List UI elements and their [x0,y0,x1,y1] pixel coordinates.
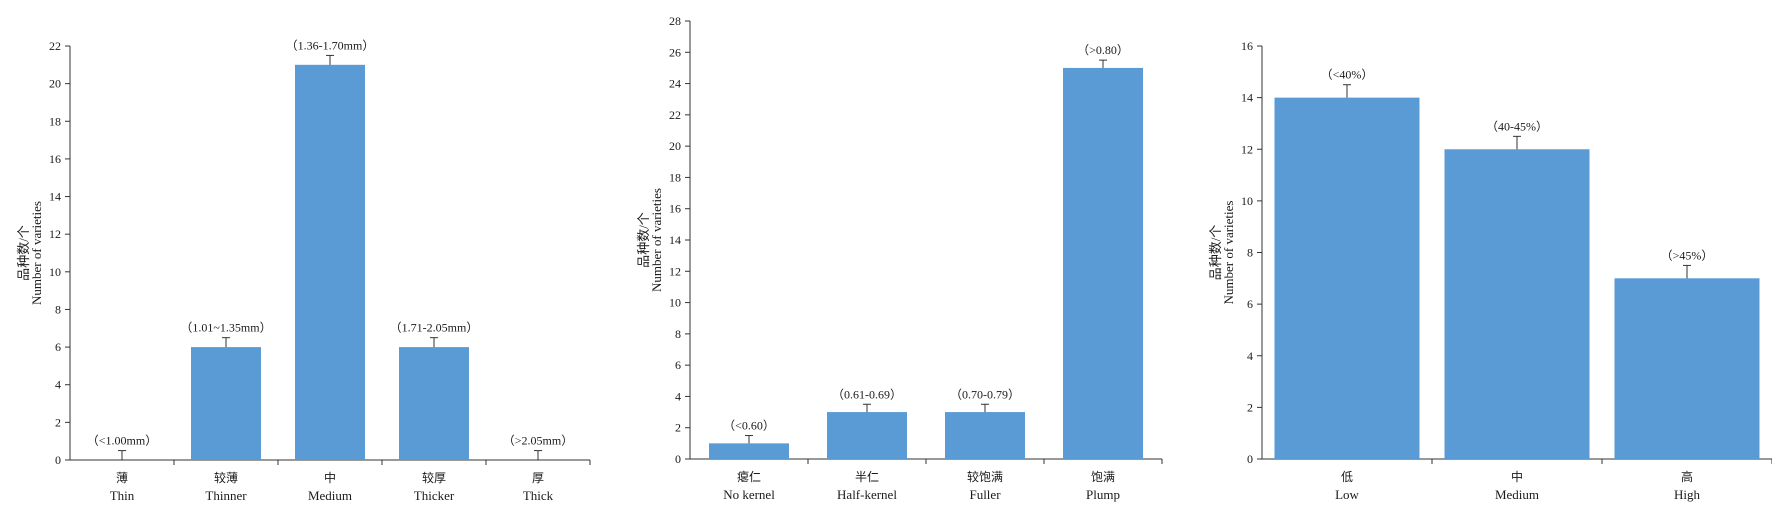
data-label: （>2.05mm） [503,434,573,448]
y-tick-label: 8 [675,327,681,341]
data-label: （>0.80） [1077,43,1129,57]
y-tick-label: 16 [669,202,681,216]
x-category-label-en: High [1674,487,1701,502]
y-tick-label: 18 [669,170,681,184]
y-tick-label: 26 [669,45,681,59]
bar [1063,67,1143,459]
bar [827,412,907,459]
bar [945,412,1025,459]
data-label: （<0.60） [723,419,775,433]
data-label: （0.61-0.69） [832,387,902,401]
x-category-label-en: Thinner [205,488,247,503]
y-tick-label: 12 [49,227,61,241]
y-tick-label: 8 [55,302,61,316]
x-category-label-cn: 瘪仁 [737,469,761,484]
data-label: （<1.00mm） [87,434,157,448]
x-category-label-en: Fuller [969,487,1001,502]
y-tick-label: 16 [49,152,61,166]
y-axis-title-en: Number of varieties [1221,201,1236,305]
data-label: （1.36-1.70mm） [286,38,375,52]
y-axis-title-en: Number of varieties [29,201,44,305]
y-tick-label: 24 [669,77,681,91]
data-label: （0.70-0.79） [950,387,1020,401]
x-category-label-cn: 饱满 [1091,469,1115,484]
x-category-label-cn: 高 [1681,469,1693,484]
bar [295,64,365,461]
x-category-label-en: Thick [523,488,554,503]
bar [1444,149,1590,459]
y-tick-label: 12 [1241,142,1253,156]
data-label: （1.01~1.35mm） [180,321,271,335]
bar [1614,278,1760,459]
data-label: （40-45%） [1486,119,1548,133]
y-tick-label: 16 [1241,39,1253,53]
y-tick-label: 2 [55,415,61,429]
y-tick-label: 10 [49,265,61,279]
bar [709,443,789,459]
x-category-label-cn: 低 [1341,470,1353,484]
y-tick-label: 10 [669,296,681,310]
x-category-label-cn: 厚 [532,471,544,485]
y-tick-label: 22 [49,39,61,53]
bar [1274,97,1420,459]
y-tick-label: 14 [49,190,61,204]
x-category-label-cn: 薄 [116,470,128,485]
y-tick-label: 6 [55,340,61,354]
x-category-label-cn: 中 [324,470,336,485]
x-category-label-en: Low [1335,487,1359,502]
data-label: （1.71-2.05mm） [390,321,479,335]
y-tick-label: 18 [49,114,61,128]
y-tick-label: 2 [1247,400,1253,414]
x-category-label-cn: 半仁 [855,470,879,484]
y-tick-label: 0 [55,453,61,467]
y-tick-label: 12 [669,264,681,278]
data-label: （>45%） [1661,248,1714,262]
y-tick-label: 20 [669,139,681,153]
y-axis-title-cn: 品种数/个 [636,212,651,268]
y-tick-label: 4 [55,378,61,392]
y-tick-label: 2 [675,421,681,435]
y-tick-label: 6 [675,358,681,372]
y-tick-label: 10 [1241,194,1253,208]
bar [399,347,469,460]
x-category-label-en: Plump [1086,487,1120,502]
y-tick-label: 20 [49,77,61,91]
x-category-label-en: No kernel [723,487,775,502]
y-tick-label: 4 [675,389,681,403]
x-category-label-cn: 中 [1511,469,1523,484]
y-tick-label: 14 [669,233,681,247]
y-axis-title-cn: 品种数/个 [1208,225,1223,281]
x-category-label-en: Half-kernel [837,487,897,502]
y-tick-label: 0 [1247,452,1253,466]
y-tick-label: 6 [1247,297,1253,311]
y-tick-label: 22 [669,108,681,122]
bar [191,347,261,460]
x-category-label-en: Medium [1495,487,1539,502]
data-label: （<40%） [1321,68,1374,82]
x-category-label-cn: 较饱满 [967,469,1003,484]
x-category-label-en: Medium [308,488,352,503]
x-category-label-en: Thin [110,488,135,503]
y-tick-label: 14 [1241,91,1253,105]
x-category-label-en: Thicker [414,488,455,503]
y-axis-title-en: Number of varieties [649,188,664,292]
x-category-label-cn: 较薄 [214,470,238,485]
y-tick-label: 0 [675,452,681,466]
y-axis-title-cn: 品种数/个 [16,225,31,281]
y-tick-label: 4 [1247,349,1253,363]
x-category-label-cn: 较厚 [422,470,446,485]
y-tick-label: 28 [669,14,681,28]
y-tick-label: 8 [1247,246,1253,260]
